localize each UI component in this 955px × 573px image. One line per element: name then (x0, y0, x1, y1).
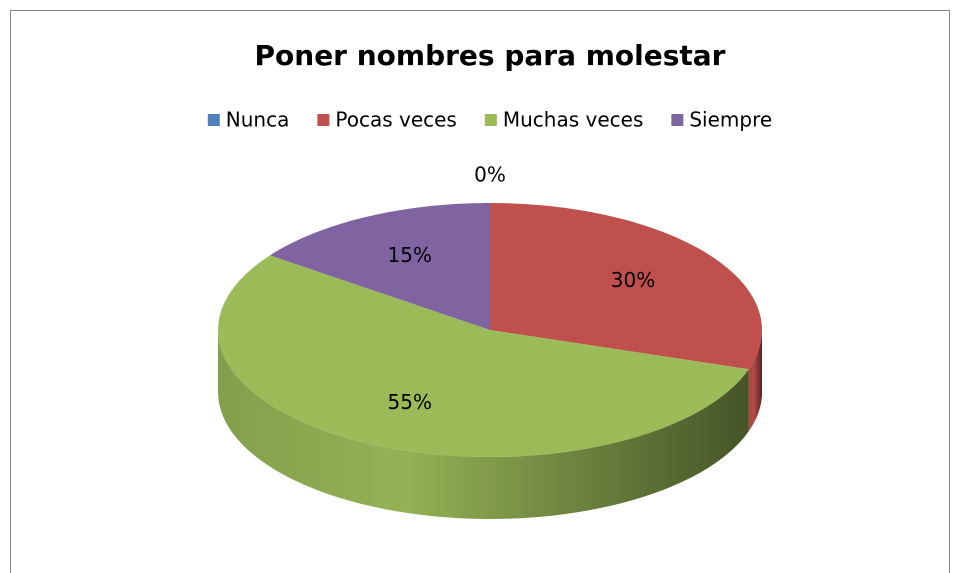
legend-swatch (671, 114, 684, 126)
slice-side-shade (748, 330, 762, 432)
legend-label: Muchas veces (503, 108, 644, 132)
legend-swatch (207, 114, 220, 126)
legend-swatch (317, 114, 330, 126)
data-label: 15% (388, 243, 432, 267)
pie-slice (490, 203, 762, 432)
data-label: 30% (611, 268, 655, 292)
chart-title: Poner nombres para molestar (255, 39, 726, 72)
data-label: 0% (474, 162, 506, 186)
slice-side-shade (218, 330, 749, 519)
legend-label: Pocas veces (335, 108, 456, 132)
slice-top (218, 255, 749, 457)
pie-slice (269, 203, 490, 330)
legend-label: Nunca (226, 108, 290, 132)
slice-top (269, 203, 490, 330)
data-label: 55% (388, 390, 432, 414)
legend-label: Siempre (689, 108, 772, 132)
slice-top (490, 203, 762, 370)
pie-slice (218, 255, 749, 519)
legend: Nunca Pocas veces Muchas veces Siempre (207, 108, 772, 132)
pie: 0% 30% 55% 15% (218, 162, 762, 519)
legend-swatch (484, 114, 497, 126)
